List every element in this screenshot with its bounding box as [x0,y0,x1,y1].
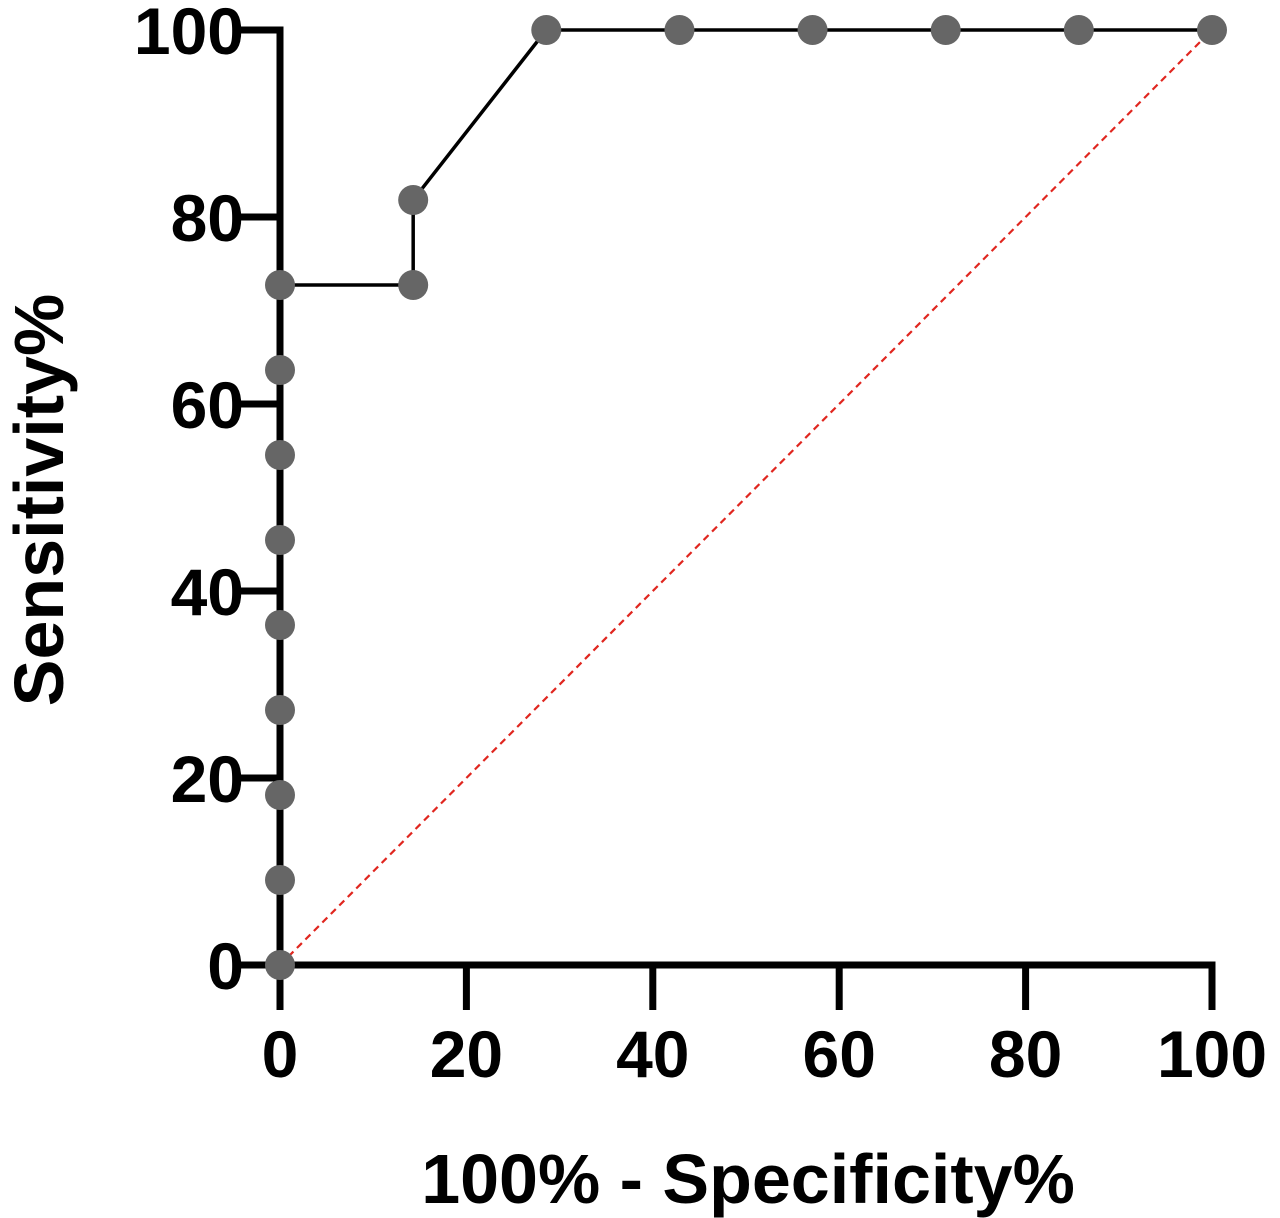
roc-data-point [1063,15,1094,45]
roc-data-point [265,780,295,811]
series-layer [265,15,1227,980]
roc-data-point [930,15,961,45]
roc-data-point [265,950,295,980]
roc-data-point [398,184,429,215]
tick-labels: 0 20 40 60 80 100 0 20 40 60 80 100 [134,0,1267,1091]
y-tick-label: 80 [171,181,244,255]
y-tick-label: 60 [171,368,244,442]
x-tick-label: 0 [262,1017,299,1091]
x-tick-label: 40 [616,1017,689,1091]
y-tick-label: 0 [207,929,244,1003]
roc-data-point [265,525,295,556]
roc-data-point [265,610,295,641]
x-tick-label: 80 [989,1017,1062,1091]
reference-line [279,29,1213,966]
y-tick-label: 100 [134,0,244,68]
y-tick-label: 20 [171,742,244,816]
roc-data-point [265,439,295,470]
x-tick-label: 20 [430,1017,503,1091]
x-axis-title: 100% - Specificity% [421,1140,1075,1218]
roc-data-point [531,15,562,45]
roc-data-point [1197,15,1227,45]
y-axis-title: Sensitivity% [0,294,78,706]
roc-data-point [265,865,295,896]
roc-data-point [797,15,828,45]
roc-data-point [265,695,295,726]
x-tick-label: 100 [1157,1017,1267,1091]
reference-layer [279,29,1213,966]
roc-data-point [265,269,295,300]
roc-data-point [664,15,695,45]
x-tick-label: 60 [802,1017,875,1091]
y-tick-label: 40 [171,555,244,629]
roc-data-point [265,354,295,385]
roc-data-point [398,269,429,300]
